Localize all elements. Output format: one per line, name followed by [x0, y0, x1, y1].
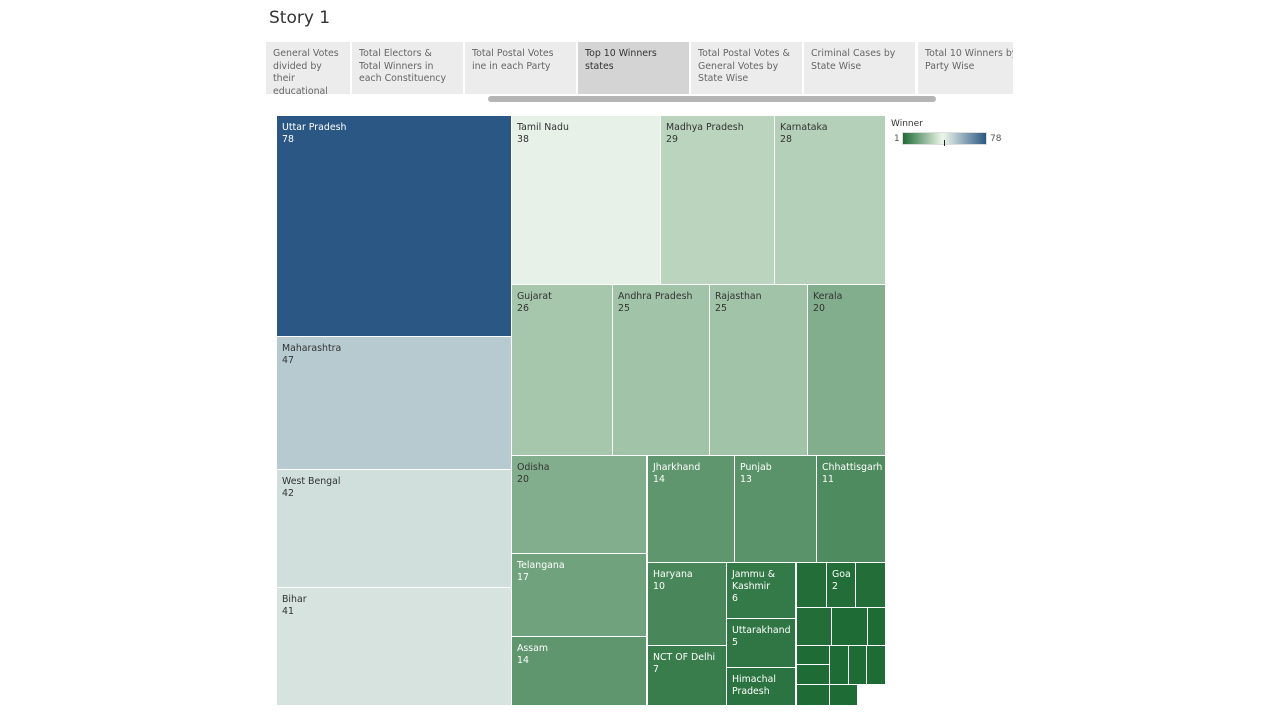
treemap-tile-small-state-10[interactable]	[849, 646, 866, 684]
treemap-tile-nct-of-delhi[interactable]	[648, 646, 726, 705]
treemap-tile-bihar[interactable]	[277, 588, 511, 705]
story-tab-postal-general-votes-state[interactable]: Total Postal Votes & General Votes by St…	[691, 42, 802, 94]
treemap-tile-small-state-5[interactable]	[868, 608, 885, 645]
tab-scrollbar[interactable]	[488, 96, 936, 102]
story-tab-electors-winners[interactable]: Total Electors & Total Winners in each C…	[352, 42, 463, 94]
treemap-tile-small-state-6[interactable]	[797, 646, 829, 664]
treemap-tile-small-state-3[interactable]	[797, 608, 831, 645]
treemap-tile-maharashtra[interactable]	[277, 337, 511, 469]
treemap-tile-rajasthan[interactable]	[710, 285, 807, 455]
story-tab-strip: General Votes divided by their education…	[266, 42, 1013, 94]
treemap-tile-small-state-2[interactable]	[856, 563, 885, 607]
treemap-tile-kerala[interactable]	[808, 285, 885, 455]
treemap-tile-uttar-pradesh[interactable]	[277, 116, 511, 336]
treemap-tile-west-bengal[interactable]	[277, 470, 511, 587]
treemap-tile-small-state-9[interactable]	[830, 646, 848, 684]
treemap-tile-andhra-pradesh[interactable]	[613, 285, 709, 455]
treemap-tile-jharkhand[interactable]	[648, 456, 734, 562]
treemap-tile-uttarakhand[interactable]	[727, 619, 795, 667]
treemap-tile-small-state-12[interactable]	[830, 685, 857, 705]
treemap-tile-small-state-4[interactable]	[832, 608, 867, 645]
story-tab-top-10-winners-states[interactable]: Top 10 Winners states	[578, 42, 689, 94]
legend-max-value: 78	[990, 134, 1002, 144]
treemap-tile-haryana[interactable]	[648, 563, 726, 645]
treemap-tile-small-state-11[interactable]	[867, 646, 885, 684]
legend-title: Winner	[891, 119, 923, 129]
story-tab-postal-votes-party[interactable]: Total Postal Votes ine in each Party	[465, 42, 576, 94]
story-tab-winners-by-party[interactable]: Total 10 Winners by Party Wise	[918, 42, 1013, 94]
treemap-tile-chhattisgarh[interactable]	[817, 456, 885, 562]
treemap-tile-odisha[interactable]	[512, 456, 646, 553]
treemap-tile-jammu-and-kashmir[interactable]	[727, 563, 795, 618]
treemap-tile-assam[interactable]	[512, 637, 646, 705]
treemap-tile-himachal-pradesh[interactable]	[727, 668, 795, 705]
treemap-tile-punjab[interactable]	[735, 456, 816, 562]
treemap-tile-telangana[interactable]	[512, 554, 646, 636]
treemap-tile-small-state-8[interactable]	[797, 685, 829, 705]
legend-marker	[944, 140, 945, 146]
treemap-tile-goa[interactable]	[827, 563, 855, 607]
treemap-tile-small-state-7[interactable]	[797, 665, 829, 684]
story-tab-criminal-cases-state[interactable]: Criminal Cases by State Wise	[804, 42, 915, 94]
treemap-tile-madhya-pradesh[interactable]	[661, 116, 774, 284]
legend-min-value: 1	[894, 134, 900, 144]
story-tab-educational-qualification[interactable]: General Votes divided by their education…	[266, 42, 350, 94]
treemap-tile-tamil-nadu[interactable]	[512, 116, 660, 284]
treemap-tile-small-state-1[interactable]	[797, 563, 826, 607]
story-title: Story 1	[269, 8, 331, 28]
treemap-tile-gujarat[interactable]	[512, 285, 612, 455]
treemap-tile-karnataka[interactable]	[775, 116, 885, 284]
